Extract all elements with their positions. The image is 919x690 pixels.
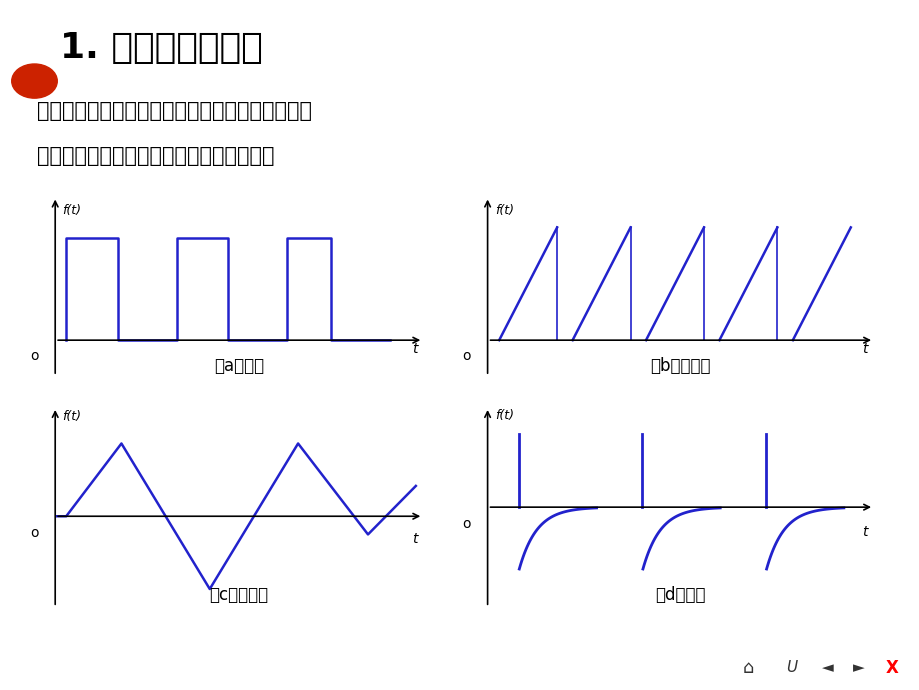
- Text: o: o: [30, 349, 40, 363]
- Text: ◄: ◄: [822, 660, 833, 675]
- Text: t: t: [861, 342, 867, 356]
- Text: f(t): f(t): [494, 204, 514, 217]
- Text: 视机等收到的信号，其波形都是非正弦的。: 视机等收到的信号，其波形都是非正弦的。: [37, 146, 274, 166]
- Text: t: t: [412, 532, 417, 546]
- Text: f(t): f(t): [62, 204, 82, 217]
- Text: X: X: [885, 658, 898, 677]
- Text: f(t): f(t): [494, 409, 514, 422]
- Text: 在通信工程方面传输的各种信号，例如收音机、电: 在通信工程方面传输的各种信号，例如收音机、电: [37, 101, 312, 121]
- Text: 1. 非正弦周期信号: 1. 非正弦周期信号: [60, 31, 262, 66]
- Text: o: o: [461, 349, 471, 363]
- Text: t: t: [861, 525, 867, 539]
- Text: （c）三角波: （c）三角波: [210, 586, 268, 604]
- Text: （b）锯齿波: （b）锯齿波: [650, 357, 710, 375]
- Circle shape: [12, 64, 57, 98]
- Text: U: U: [785, 660, 796, 675]
- Text: t: t: [412, 342, 417, 356]
- Text: f(t): f(t): [62, 410, 82, 423]
- Text: ►: ►: [853, 660, 864, 675]
- Text: o: o: [461, 518, 471, 531]
- Text: ⌂: ⌂: [743, 658, 754, 677]
- Text: （d）脉冲: （d）脉冲: [655, 586, 705, 604]
- Text: （a）方波: （a）方波: [214, 357, 264, 375]
- Text: o: o: [30, 526, 40, 540]
